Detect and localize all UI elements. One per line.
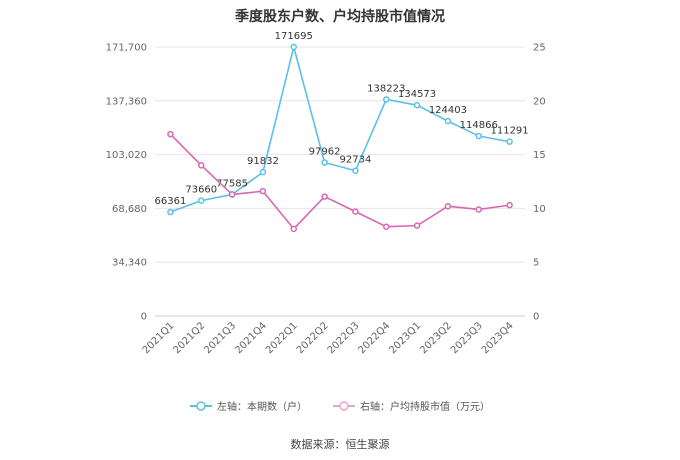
chart-title: 季度股东户数、户均持股市值情况	[235, 9, 445, 25]
x-axis-tick-label: 2023Q1	[387, 320, 423, 356]
data-label: 77585	[216, 178, 248, 189]
value-point	[475, 206, 482, 213]
data-label: 124403	[429, 105, 467, 116]
data-label: 91832	[247, 156, 279, 167]
value-point	[321, 193, 328, 200]
holders-point	[444, 117, 452, 125]
right-axis-tick-label: 10	[533, 204, 546, 215]
value-point	[352, 208, 359, 215]
right-axis-tick-label: 20	[533, 96, 546, 107]
data-label: 66361	[155, 196, 187, 207]
value-point	[383, 223, 390, 230]
right-axis-tick-label: 0	[533, 312, 539, 323]
right-axis-tick-label: 5	[533, 258, 539, 269]
data-label: 92734	[340, 155, 372, 166]
left-axis-tick-label: 0	[141, 312, 147, 323]
left-axis-tick-label: 34,340	[112, 258, 147, 269]
data-label: 134573	[398, 89, 436, 100]
holders-point	[383, 96, 390, 103]
legend-item-right[interactable]: 右轴：户均持股市值（万元）	[333, 398, 490, 413]
x-axis-tick-label: 2022Q1	[264, 320, 300, 356]
value-point	[198, 162, 205, 169]
legend-right-label: 右轴：户均持股市值（万元）	[360, 402, 490, 413]
holders-point	[413, 101, 421, 109]
x-axis-tick-label: 2022Q3	[326, 320, 362, 356]
value-point	[228, 191, 236, 198]
right-axis-tick-label: 15	[533, 150, 546, 161]
series-line-holders	[170, 46, 510, 213]
holders-point	[167, 208, 174, 216]
x-axis-tick-label: 2023Q4	[480, 320, 516, 356]
x-axis-tick-label: 2023Q2	[418, 320, 454, 356]
x-axis-tick-label: 2022Q2	[295, 320, 331, 356]
data-label: 114866	[460, 120, 498, 131]
holders-point	[475, 132, 482, 140]
value-point	[444, 202, 452, 210]
legend-left-marker-icon	[190, 400, 212, 411]
holders-point	[198, 197, 205, 204]
x-axis-tick-label: 2021Q4	[233, 320, 269, 356]
value-point	[506, 201, 513, 209]
legend-left-label: 左轴：本期数（户）	[217, 402, 307, 413]
x-axis-tick-label: 2021Q1	[141, 320, 177, 356]
data-label: 111291	[490, 126, 528, 137]
holders-point	[290, 43, 297, 51]
holders-point	[506, 138, 513, 145]
data-label: 73660	[185, 185, 217, 196]
legend: 左轴：本期数（户） 右轴：户均持股市值（万元）	[0, 398, 680, 413]
series-line-value	[169, 133, 510, 231]
value-point	[259, 187, 267, 195]
left-axis-tick-label: 68,680	[112, 204, 147, 215]
legend-item-left[interactable]: 左轴：本期数（户）	[190, 398, 307, 413]
x-axis-tick-label: 2023Q3	[449, 320, 485, 356]
left-axis-tick-label: 103,020	[106, 150, 147, 161]
x-axis-tick-label: 2021Q2	[172, 320, 208, 356]
x-axis-tick-label: 2022Q4	[357, 320, 393, 356]
left-axis-tick-label: 171,700	[106, 43, 147, 54]
holders-point	[352, 167, 359, 174]
value-point	[290, 225, 297, 233]
value-point	[413, 222, 421, 229]
legend-right-marker-icon	[333, 400, 355, 411]
right-axis-tick-label: 25	[533, 43, 546, 54]
value-point	[167, 130, 174, 138]
x-axis-tick-label: 2021Q3	[202, 320, 238, 356]
data-label: 138223	[367, 83, 405, 94]
holders-point	[259, 168, 267, 176]
data-label: 97962	[309, 147, 341, 158]
left-axis-tick-label: 137,360	[106, 96, 147, 107]
holders-point	[321, 159, 328, 166]
data-label: 171695	[275, 31, 313, 42]
data-source: 数据来源：恒生聚源	[290, 438, 390, 451]
